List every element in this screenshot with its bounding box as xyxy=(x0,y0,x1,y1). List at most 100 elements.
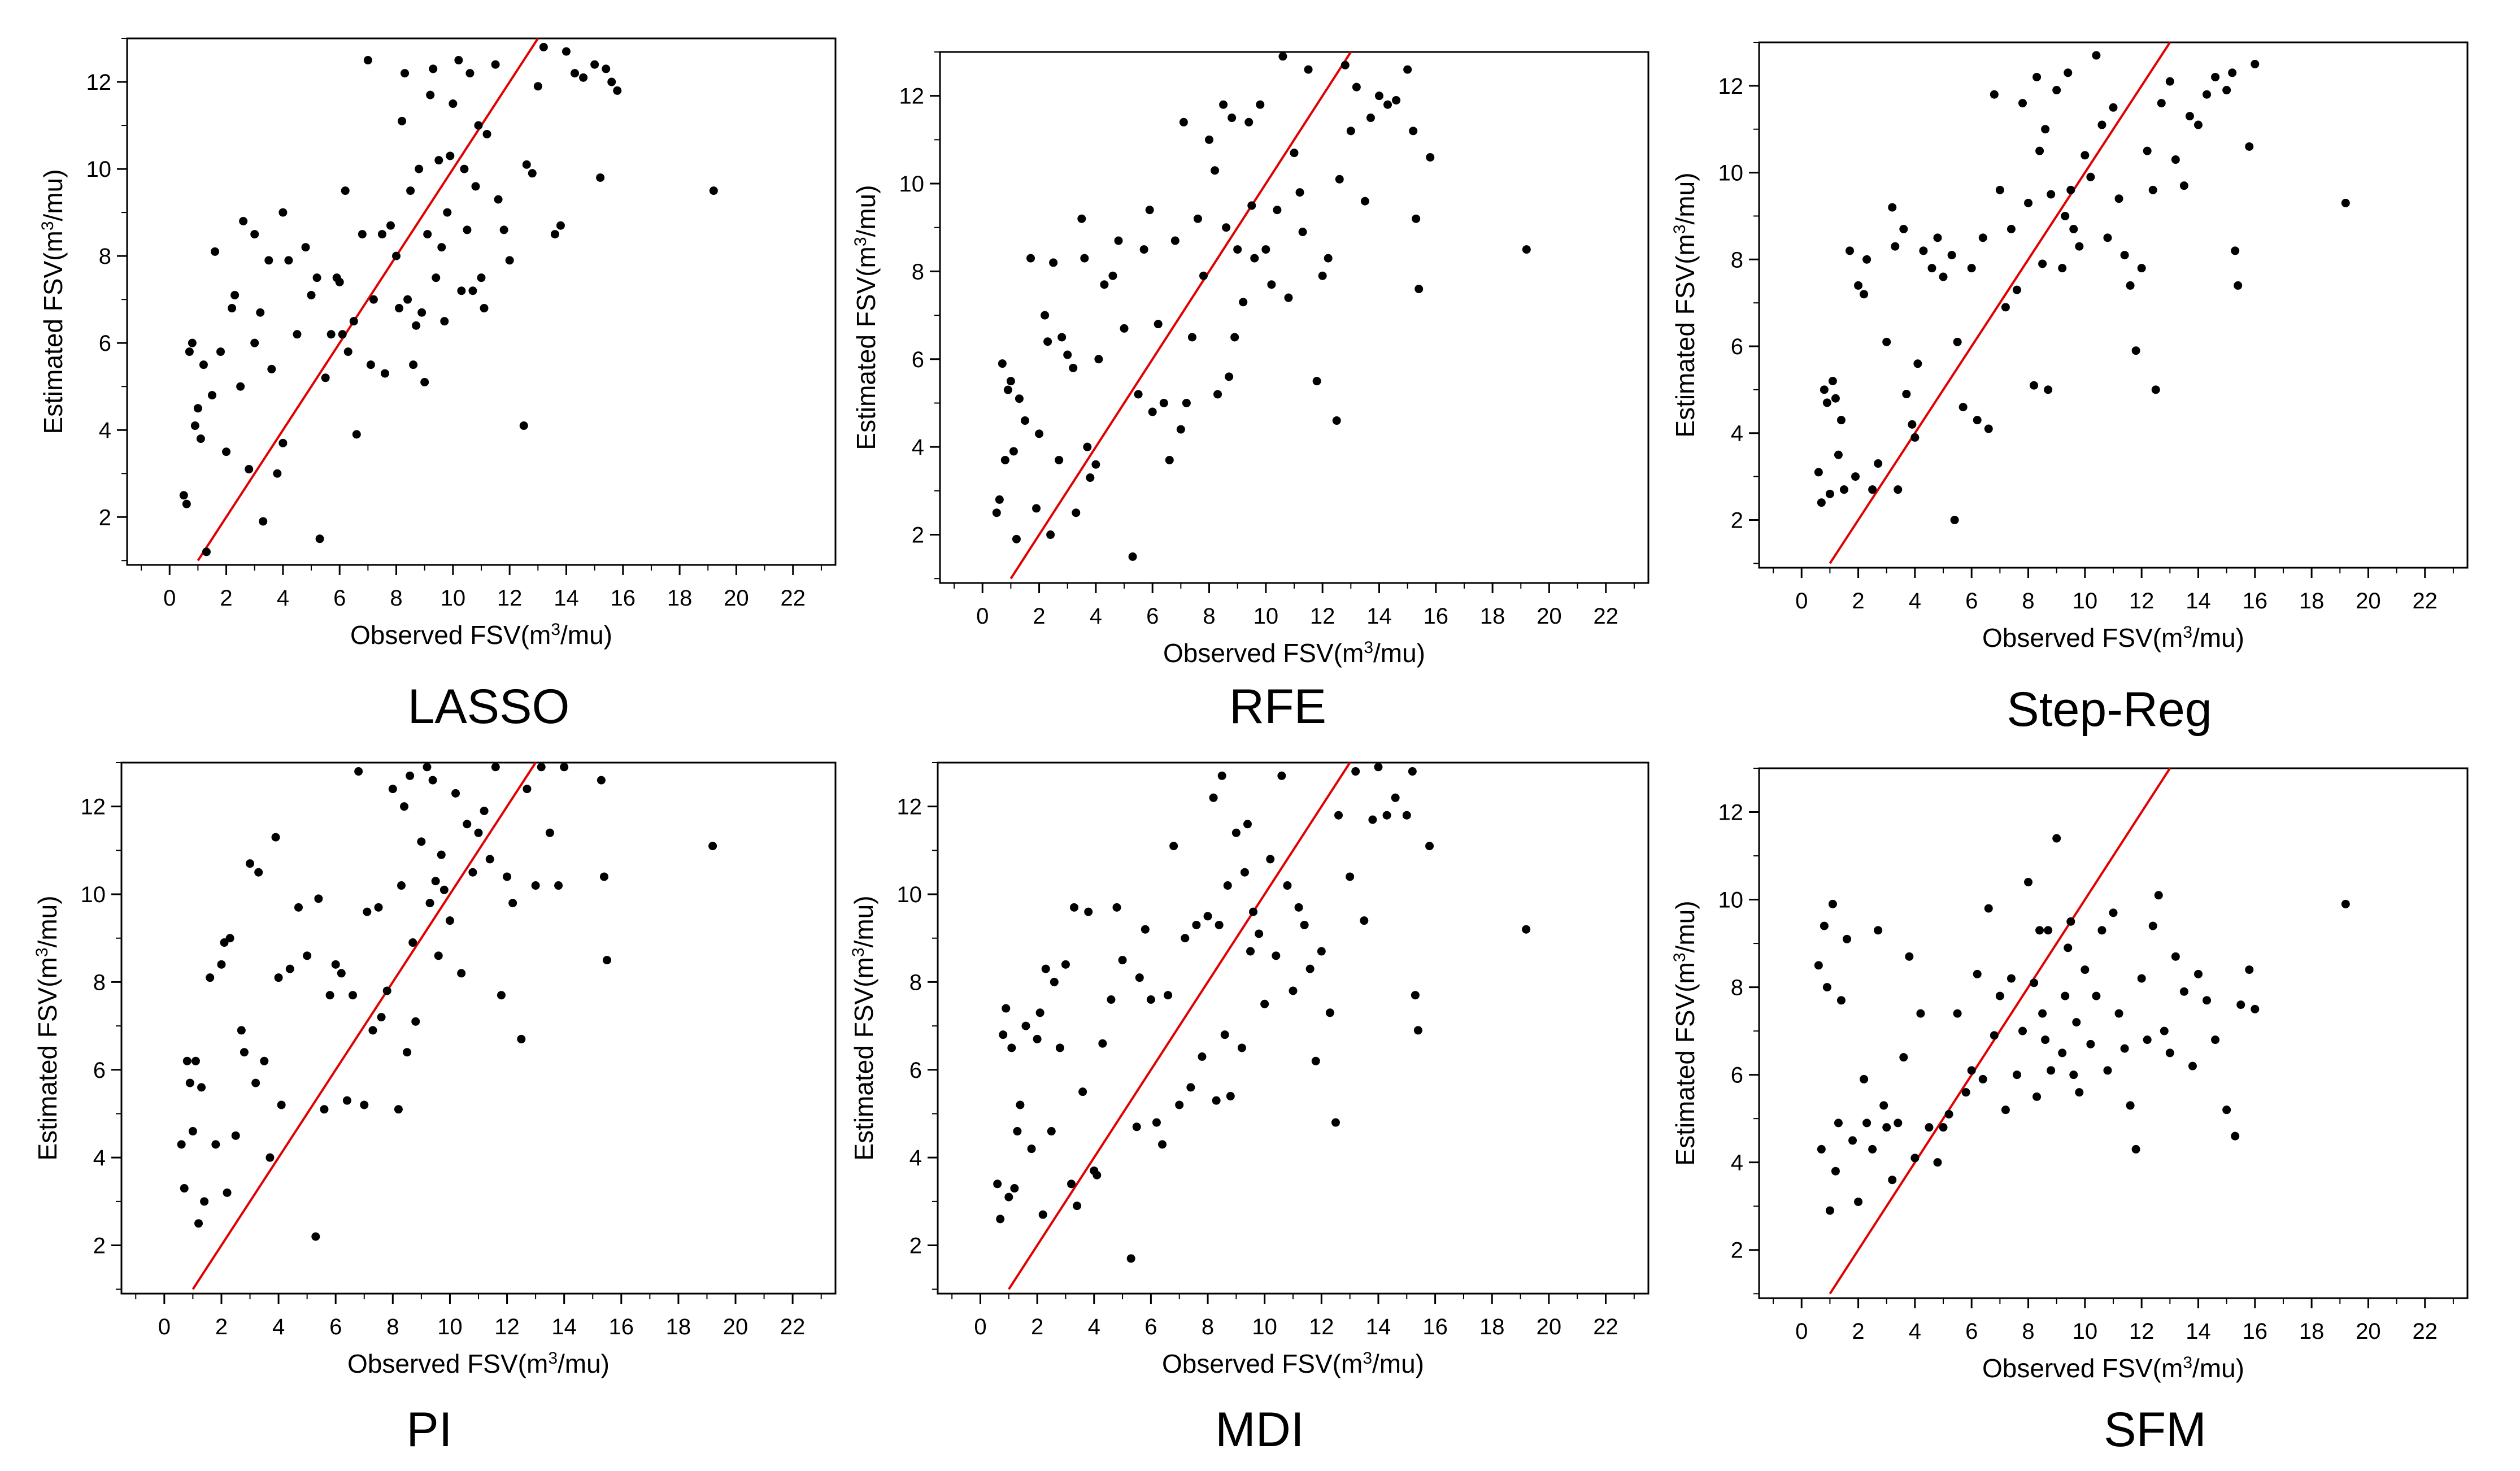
panel-5-data-point xyxy=(1255,929,1264,938)
panel-4-x-tick-label: 16 xyxy=(609,1315,634,1339)
panel-1-data-point xyxy=(193,404,202,413)
panel-1-data-point xyxy=(426,90,435,99)
panel-2-data-point xyxy=(1069,363,1078,372)
panel-5-data-point xyxy=(1413,1026,1422,1035)
panel-6-data-point xyxy=(1860,1074,1869,1083)
panel-5-data-point xyxy=(1249,907,1258,916)
panel-6-data-point xyxy=(2137,974,2146,983)
panel-3-data-point xyxy=(2001,303,2010,312)
panel-1-data-point xyxy=(423,230,432,239)
panel-4-data-point xyxy=(480,806,489,815)
panel-6-x-axis-title-prefix: Observed FSV(m xyxy=(1982,1354,2183,1383)
panel-2-data-point xyxy=(1159,398,1168,407)
panel-2-data-point xyxy=(1256,100,1265,109)
panel-1-data-point xyxy=(440,317,449,326)
panel-6-data-point xyxy=(2160,1026,2169,1035)
panel-6-data-point xyxy=(2047,1066,2056,1075)
panel-3-x-tick-label: 8 xyxy=(2022,589,2034,613)
panel-5-data-point xyxy=(1374,763,1383,772)
panel-6-y-tick-label: 2 xyxy=(1731,1238,1743,1263)
panel-3-y-axis-title: Estimated FSV(m3/mu) xyxy=(1670,172,1700,437)
panel-4-data-point xyxy=(303,951,312,960)
panel-2-data-point xyxy=(995,495,1004,504)
panel-5-title: MDI xyxy=(1215,1403,1304,1457)
panel-4-y-axis-title-unit-suffix: /mu) xyxy=(33,895,62,947)
panel-5-data-point xyxy=(1289,986,1298,995)
panel-6-data-point xyxy=(1978,1074,1987,1083)
panel-6-data-point xyxy=(2251,1004,2260,1013)
panel-1-data-point xyxy=(709,186,718,195)
panel-3-data-point xyxy=(1817,498,1826,507)
panel-1-y-axis-title-unit-suffix: /mu) xyxy=(38,169,68,221)
panel-1-data-point xyxy=(482,129,491,138)
panel-5-data-point xyxy=(1084,907,1093,916)
panel-1-data-point xyxy=(307,290,316,299)
panel-1-data-point xyxy=(468,286,477,295)
panel-5-data-point xyxy=(1093,1170,1102,1180)
panel-6-data-point xyxy=(2001,1106,2010,1115)
panel-5-data-point xyxy=(1311,1056,1320,1065)
panel-4-data-point xyxy=(400,802,409,811)
panel-4-x-axis-title-prefix: Observed FSV(m xyxy=(347,1349,548,1378)
panel-4-data-point xyxy=(331,960,340,969)
panel-2-data-point xyxy=(1213,390,1222,399)
panel-1-data-point xyxy=(392,251,401,260)
panel-3-data-point xyxy=(2120,251,2129,260)
panel-6-data-point xyxy=(2044,926,2053,935)
panel-6-data-point xyxy=(2126,1101,2135,1110)
panel-6-data-point xyxy=(2341,899,2350,908)
panel-5-data-point xyxy=(1283,881,1292,890)
panel-4-data-point xyxy=(260,1056,269,1065)
panel-5-data-point xyxy=(1141,925,1150,934)
panel-3-data-point xyxy=(1839,485,1848,494)
panel-6-fit-line xyxy=(1829,767,2171,1295)
panel-5-y-tick-label: 10 xyxy=(897,882,922,907)
panel-2-data-point xyxy=(1250,254,1259,263)
panel-6-data-point xyxy=(2231,1131,2240,1141)
panel-1-x-tick-label: 14 xyxy=(554,586,579,611)
panel-3-data-point xyxy=(1820,385,1829,394)
panel-2-data-point xyxy=(1091,460,1100,469)
panel-3-data-point xyxy=(1973,416,1982,425)
panel-4-data-point xyxy=(251,1078,260,1087)
panel-1-data-point xyxy=(613,86,622,95)
panel-3-x-tick-label: 10 xyxy=(2073,589,2098,613)
panel-4-data-point xyxy=(431,877,440,886)
panel-5-data-point xyxy=(1425,842,1434,851)
panel-6-data-point xyxy=(2245,965,2254,974)
panel-2-y-tick-label: 10 xyxy=(899,172,925,197)
panel-2-data-point xyxy=(1026,254,1035,263)
panel-5-y-axis-title: Estimated FSV(m3/mu) xyxy=(849,895,879,1160)
panel-1-data-point xyxy=(412,321,421,330)
panel-5-data-point xyxy=(1360,916,1369,925)
panel-5-data-point xyxy=(1021,1021,1030,1030)
panel-6-plot-frame xyxy=(1758,767,2469,1299)
panel-2-data-point xyxy=(1077,214,1086,223)
panel-5-data-point xyxy=(1277,771,1286,780)
panel-1-x-axis-title-unit-suffix: /mu) xyxy=(560,620,612,650)
panel-5-data-point xyxy=(1061,960,1070,969)
panel-2-data-point xyxy=(1072,508,1081,517)
panel-6-x-tick-label: 6 xyxy=(1965,1319,1978,1344)
panel-1-data-point xyxy=(522,160,531,169)
panel-3-data-point xyxy=(2052,86,2061,95)
panel-2-data-point xyxy=(1403,65,1412,74)
panel-3-data-point xyxy=(1831,394,1840,403)
panel-2-data-point xyxy=(1225,372,1234,381)
panel-5-data-point xyxy=(1041,964,1050,973)
panel-6-data-point xyxy=(2097,926,2106,935)
panel-5-data-point xyxy=(996,1215,1005,1224)
panel-2-data-point xyxy=(1015,394,1024,403)
panel-3-x-tick-label: 20 xyxy=(2356,589,2381,613)
panel-2-x-tick-label: 2 xyxy=(1033,604,1045,629)
panel-1-data-point xyxy=(366,360,375,369)
panel-2-data-point xyxy=(1055,455,1064,464)
panel-1-data-point xyxy=(380,369,389,378)
panel-4-data-point xyxy=(468,868,477,877)
panel-1-y-tick-label: 8 xyxy=(99,244,111,269)
panel-2-y-tick-label: 6 xyxy=(912,347,924,372)
panel-2-data-point xyxy=(1352,82,1361,92)
panel-1-data-point xyxy=(369,295,378,304)
panel-6-data-point xyxy=(2165,1048,2174,1057)
